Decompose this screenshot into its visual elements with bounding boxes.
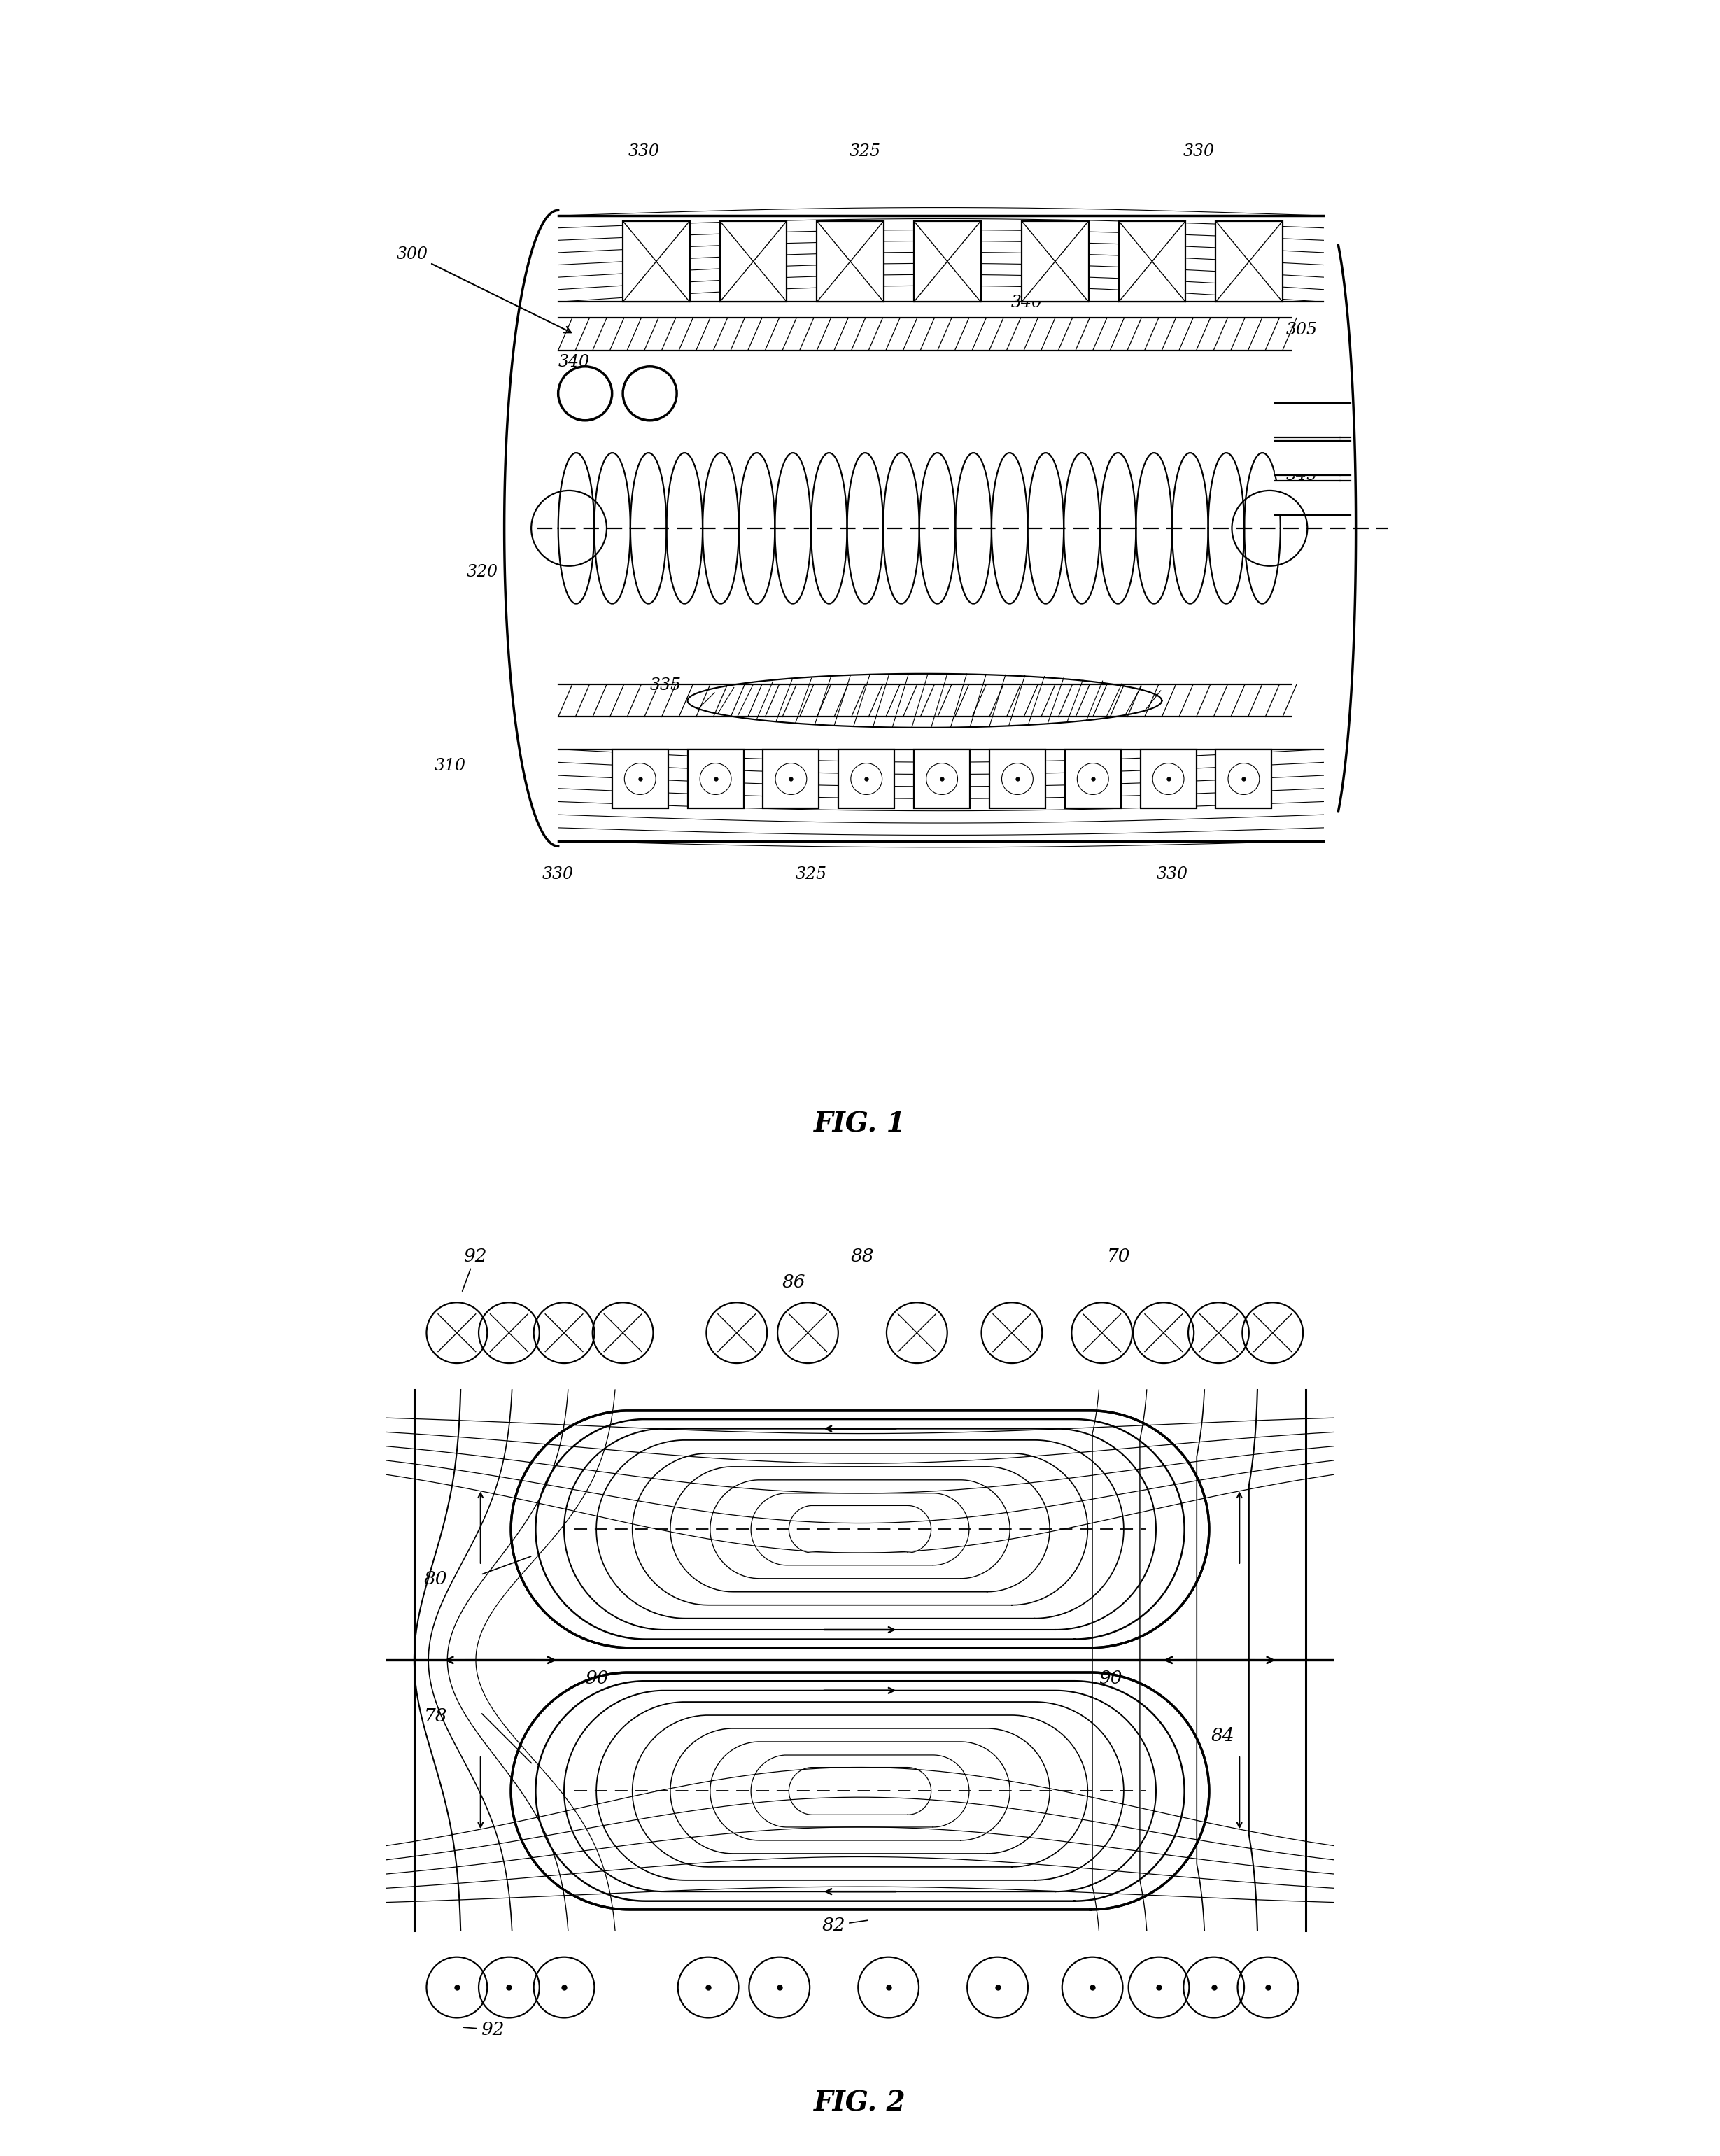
Bar [623,222,690,302]
Bar [913,750,970,808]
Text: 325: 325 [795,867,827,882]
Text: 90: 90 [1099,1671,1123,1688]
Text: 345: 345 [1287,403,1318,418]
Bar [817,222,884,302]
Bar [764,750,819,808]
Text: 330: 330 [628,144,660,160]
Text: 70: 70 [1106,1248,1130,1266]
Text: 325: 325 [850,144,881,160]
Text: 345: 345 [1287,468,1318,483]
Text: 310: 310 [433,759,466,774]
Text: 92: 92 [463,2020,504,2037]
Text: 330: 330 [1156,867,1189,882]
Polygon shape [688,675,1161,727]
Text: 90: 90 [585,1671,609,1688]
Text: 88: 88 [850,1248,874,1266]
Bar [1216,750,1271,808]
Text: 305: 305 [1287,321,1318,338]
Bar [838,750,894,808]
Text: 340: 340 [1011,295,1042,310]
Text: 92: 92 [463,1248,487,1291]
Bar [1216,222,1283,302]
Bar [1140,750,1197,808]
Text: 80: 80 [423,1570,447,1587]
Text: 84: 84 [1211,1727,1235,1744]
Text: 82: 82 [822,1917,867,1934]
Text: 340: 340 [559,354,590,371]
Bar [688,750,743,808]
Text: 78: 78 [423,1708,447,1725]
Bar [1065,750,1121,808]
Text: 335: 335 [650,677,681,694]
Bar [612,750,667,808]
Bar [721,222,786,302]
Bar [913,222,980,302]
Bar [989,750,1046,808]
Bar [1118,222,1185,302]
Text: 86: 86 [783,1274,805,1291]
Text: 330: 330 [542,867,573,882]
Text: 320: 320 [466,565,499,580]
Bar [1022,222,1089,302]
Text: FIG. 2: FIG. 2 [814,2089,906,2117]
Text: 300: 300 [397,246,571,332]
Text: 315: 315 [1287,457,1318,472]
Text: 330: 330 [1183,144,1214,160]
Text: FIG. 1: FIG. 1 [814,1110,906,1138]
